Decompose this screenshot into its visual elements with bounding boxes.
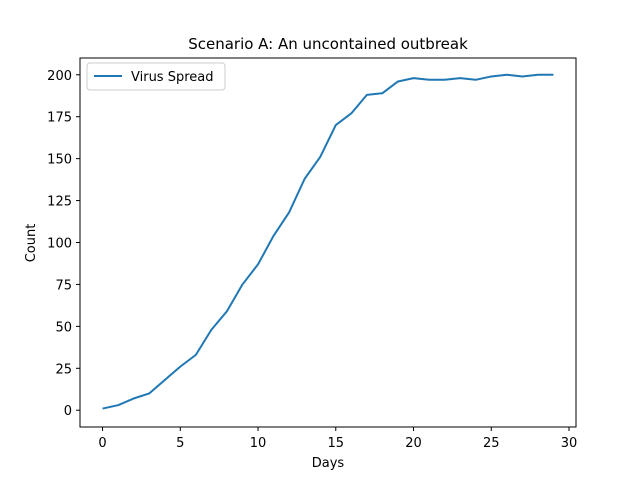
x-tick-label: 0: [98, 436, 106, 451]
x-tick-label: 15: [328, 436, 345, 451]
series-line-virus-spread: [102, 73, 554, 410]
x-tick-label: 30: [561, 436, 578, 451]
x-tick-label: 20: [405, 436, 422, 451]
legend: Virus Spread: [86, 62, 226, 91]
y-tick-label: 100: [47, 237, 72, 252]
series-layer: [102, 73, 554, 410]
y-axis: 0 25 50 75 100 125 150 175 200: [47, 69, 80, 419]
y-tick-label: 50: [55, 320, 72, 335]
x-tick-label: 5: [176, 436, 184, 451]
y-tick-label: 75: [55, 278, 72, 293]
y-tick-label: 200: [47, 69, 72, 84]
x-axis: 0 5 10 15 20 25 30: [98, 427, 577, 451]
y-tick-label: 25: [55, 362, 72, 377]
y-axis-label: Count: [24, 224, 39, 263]
y-tick-label: 175: [47, 111, 72, 126]
y-tick-label: 0: [64, 404, 72, 419]
legend-box: [86, 62, 226, 91]
x-tick-label: 25: [483, 436, 500, 451]
chart-title: Scenario A: An uncontained outbreak: [188, 35, 468, 53]
x-axis-label: Days: [312, 456, 345, 471]
legend-label: Virus Spread: [131, 70, 214, 85]
y-tick-label: 125: [47, 195, 72, 210]
y-tick-label: 150: [47, 153, 72, 168]
x-tick-label: 10: [250, 436, 267, 451]
